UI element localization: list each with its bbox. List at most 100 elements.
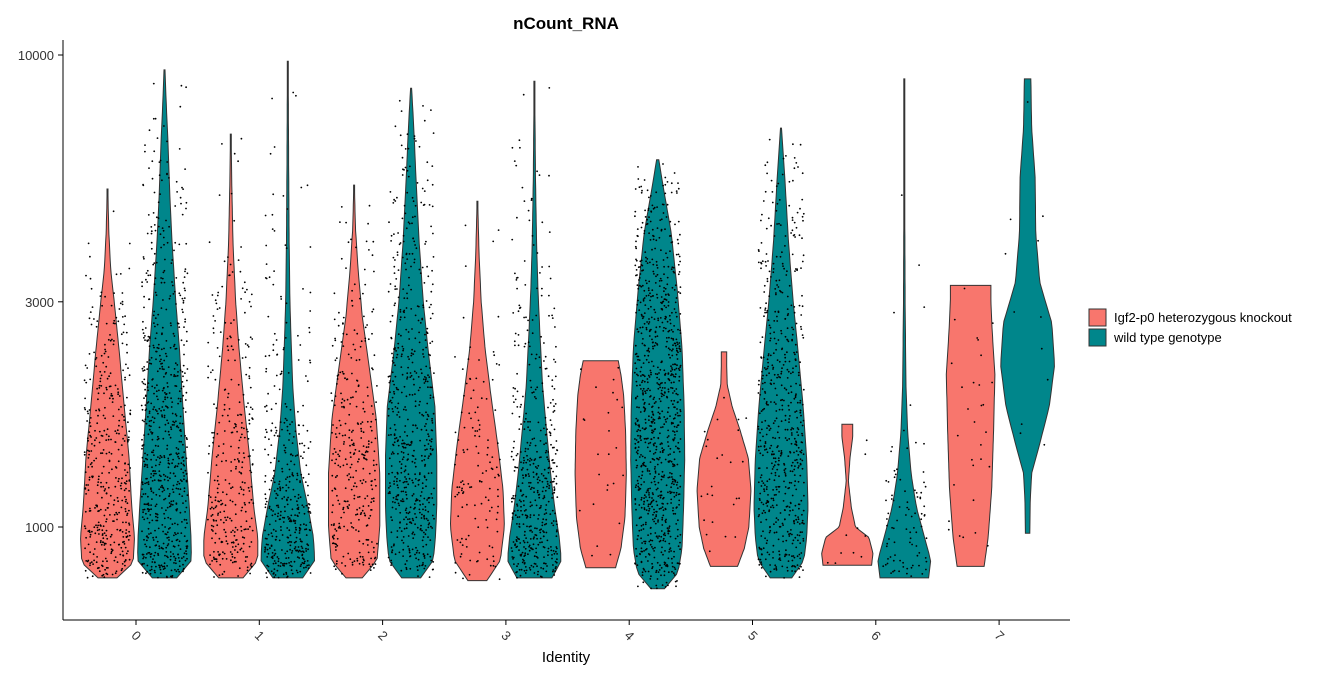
data-point (647, 289, 650, 292)
data-point (555, 475, 558, 478)
data-point (649, 578, 652, 580)
data-point (182, 567, 185, 570)
data-point (423, 376, 426, 378)
data-point (640, 439, 642, 442)
data-point (308, 564, 310, 566)
data-point (512, 556, 515, 559)
data-point (242, 550, 245, 553)
data-point (235, 539, 238, 541)
data-point (670, 191, 673, 194)
data-point (798, 304, 801, 307)
data-point (143, 503, 146, 506)
data-point (673, 325, 675, 327)
data-point (360, 437, 363, 439)
data-point (156, 323, 159, 326)
data-point (537, 543, 540, 546)
data-point (803, 494, 805, 497)
data-point (495, 363, 498, 365)
data-point (664, 562, 667, 564)
data-point (392, 452, 395, 455)
data-point (111, 468, 113, 471)
data-point (166, 419, 169, 422)
data-point (777, 519, 780, 521)
data-point (657, 411, 660, 414)
data-point (410, 374, 413, 377)
data-point (791, 533, 793, 536)
data-point (171, 574, 174, 577)
data-point (461, 544, 464, 546)
data-point (89, 551, 91, 554)
data-point (406, 434, 409, 437)
data-point (520, 461, 522, 464)
data-point (772, 268, 775, 270)
data-point (265, 367, 268, 370)
data-point (543, 468, 546, 471)
data-point (165, 393, 168, 395)
data-point (291, 508, 294, 511)
data-point (397, 342, 400, 345)
data-point (517, 310, 520, 313)
data-point (389, 320, 392, 323)
data-point (266, 556, 269, 558)
data-point (225, 493, 228, 496)
data-point (799, 458, 802, 461)
data-point (147, 274, 150, 277)
data-point (429, 342, 432, 344)
data-point (800, 449, 803, 452)
data-point (252, 502, 255, 504)
data-point (114, 441, 117, 443)
data-point (358, 450, 361, 452)
data-point (774, 310, 777, 313)
data-point (454, 463, 456, 466)
data-point (737, 418, 740, 421)
data-point (419, 511, 421, 514)
data-point (653, 273, 655, 275)
data-point (147, 502, 150, 505)
data-point (418, 412, 421, 414)
data-point (142, 444, 145, 446)
data-point (397, 333, 400, 336)
data-point (414, 424, 417, 427)
data-point (305, 547, 307, 550)
data-point (143, 420, 146, 423)
data-point (185, 242, 188, 245)
data-point (330, 392, 333, 394)
data-point (102, 361, 105, 364)
data-point (641, 221, 644, 224)
data-point (284, 446, 287, 449)
data-point (527, 553, 529, 556)
data-point (679, 398, 682, 401)
data-point (663, 532, 666, 535)
data-point (642, 398, 645, 401)
data-point (366, 450, 369, 453)
data-point (792, 328, 795, 331)
data-point (405, 516, 407, 519)
data-point (163, 359, 166, 362)
data-point (232, 348, 235, 351)
data-point (523, 562, 526, 564)
data-point (797, 503, 800, 506)
data-point (96, 492, 99, 494)
data-point (678, 450, 681, 453)
data-point (757, 261, 760, 264)
data-point (532, 476, 535, 478)
data-point (389, 427, 392, 430)
data-point (658, 456, 661, 459)
data-point (653, 206, 656, 209)
data-point (171, 424, 174, 426)
data-point (784, 492, 787, 495)
data-point (650, 587, 652, 590)
data-point (533, 562, 536, 565)
data-point (299, 565, 302, 567)
data-point (90, 450, 93, 452)
data-point (792, 428, 795, 430)
data-point (644, 456, 646, 459)
data-point (271, 535, 274, 538)
data-point (234, 549, 236, 551)
data-point (664, 387, 666, 389)
data-point (392, 444, 395, 447)
data-point (512, 395, 515, 397)
data-point (376, 385, 378, 387)
data-point (661, 502, 664, 505)
data-point (122, 521, 124, 524)
